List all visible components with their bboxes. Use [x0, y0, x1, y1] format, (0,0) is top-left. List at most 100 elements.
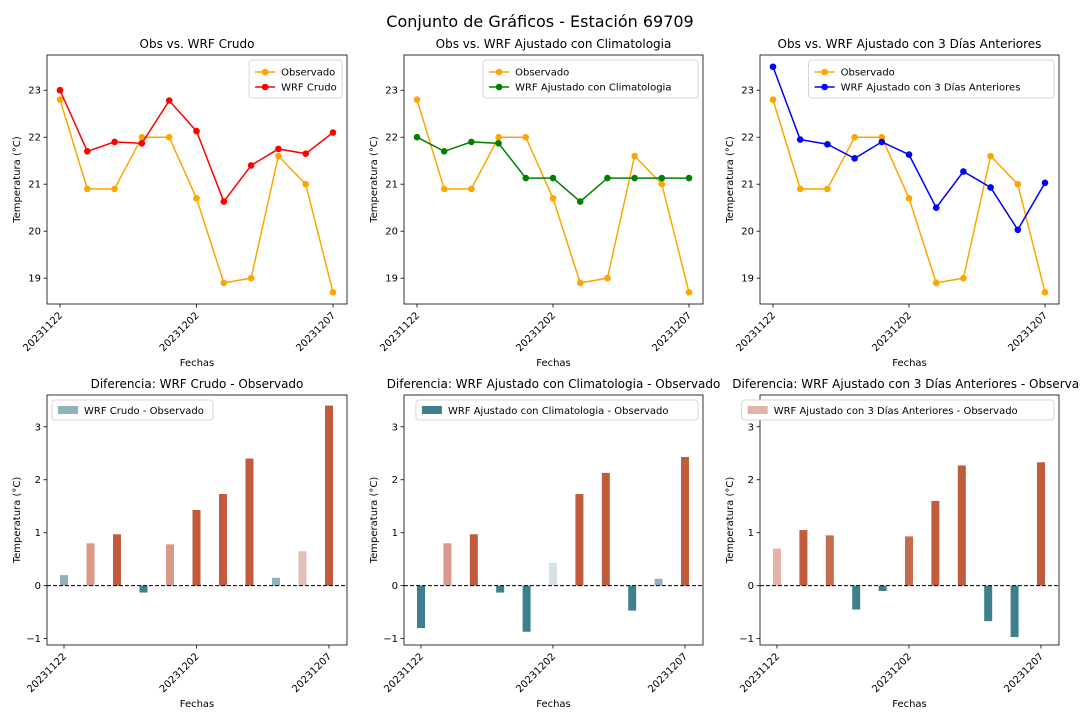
legend: WRF Ajustado con 3 Días Anteriores - Obs…: [741, 399, 1055, 421]
legend-marker: [261, 83, 269, 91]
y-tick-label: 23: [385, 86, 398, 97]
bar: [878, 585, 887, 591]
axes-frame: [759, 394, 1060, 646]
subplot-title: Obs vs. WRF Ajustado con 3 Días Anterior…: [778, 37, 1042, 51]
bar: [957, 465, 966, 586]
bar: [681, 456, 689, 586]
subplot-title: Diferencia: WRF Crudo - Observado: [91, 377, 304, 391]
y-tick-label: 0: [35, 581, 41, 592]
data-point: [495, 140, 502, 147]
y-axis-label: Temperatura (°C): [12, 136, 23, 224]
data-point: [549, 194, 557, 202]
bar: [60, 575, 68, 586]
data-point: [56, 96, 64, 103]
bar: [654, 578, 663, 586]
data-point: [495, 133, 502, 141]
subplot-title: Obs vs. WRF Crudo: [140, 37, 255, 51]
data-point: [522, 133, 530, 141]
data-point: [851, 155, 858, 162]
legend-label: WRF Crudo: [281, 83, 337, 94]
data-point: [413, 96, 421, 103]
bar: [86, 543, 95, 586]
bar: [496, 585, 505, 593]
subplot-2: Obs vs. WRF Ajustado con Climatologia 19 2…: [369, 37, 704, 369]
y-tick-label: 21: [385, 180, 398, 191]
data-point: [769, 96, 777, 103]
x-tick-label: 20231202: [870, 310, 914, 354]
legend-box: [415, 399, 699, 421]
bar: [628, 585, 637, 611]
subplot-title: Diferencia: WRF Ajustado con Climatologi…: [387, 377, 721, 391]
data-point: [549, 174, 557, 182]
legend-marker: [821, 68, 828, 76]
legend-box: [51, 399, 214, 421]
y-tick-label: −1: [26, 634, 41, 645]
bar: [773, 548, 781, 586]
legend-box: [482, 59, 699, 99]
y-tick-label: 0: [748, 581, 754, 592]
x-tick-label: 20231202: [514, 310, 558, 354]
y-tick-label: 19: [28, 274, 41, 285]
y-tick-label: 2: [748, 475, 754, 486]
x-tick-label: 20231207: [290, 651, 334, 695]
bar: [1010, 585, 1019, 638]
x-axis-label: Fechas: [536, 358, 571, 369]
data-point: [987, 184, 994, 191]
data-point: [631, 152, 638, 160]
data-point: [220, 279, 228, 287]
data-point: [604, 274, 611, 282]
bar: [575, 494, 584, 586]
data-point: [1041, 179, 1049, 187]
data-point: [440, 185, 448, 193]
data-point: [576, 198, 584, 205]
bar: [984, 585, 993, 622]
data-point: [275, 152, 282, 160]
data-point: [84, 185, 91, 193]
data-point: [851, 133, 858, 141]
legend-label: Observado: [841, 68, 895, 79]
data-point: [878, 138, 886, 146]
x-tick-label: 20231122: [378, 310, 422, 354]
subplot-title: Obs vs. WRF Ajustado con Climatologia: [436, 37, 672, 51]
legend-box: [808, 59, 1055, 99]
bar: [192, 509, 201, 586]
x-axis-label: Fechas: [892, 358, 927, 369]
subplot-1: Obs vs. WRF Crudo 19 20 21 22 23 20231122 20231…: [12, 37, 348, 369]
legend-label: WRF Crudo - Observado: [84, 406, 204, 417]
x-tick-label: 20231202: [158, 651, 202, 695]
legend: WRF Crudo - Observado: [51, 399, 214, 421]
y-tick-label: 21: [741, 180, 754, 191]
legend-label: Observado: [515, 68, 569, 79]
legend: Observado WRF Ajustado con Climatologia: [482, 59, 699, 99]
bar: [298, 551, 307, 586]
data-point: [138, 133, 146, 141]
x-tick-label: 20231122: [734, 310, 778, 354]
data-point: [329, 288, 337, 296]
data-point: [56, 86, 64, 94]
bar: [931, 500, 940, 586]
bar: [245, 458, 254, 586]
y-tick-label: 22: [385, 133, 398, 144]
axes-frame: [403, 394, 704, 646]
data-point: [878, 133, 886, 141]
data-point: [302, 150, 310, 157]
y-tick-label: 3: [748, 422, 754, 433]
y-tick-label: −1: [739, 634, 754, 645]
legend-box: [248, 59, 343, 99]
bar: [601, 472, 610, 586]
legend-label: Observado: [281, 68, 335, 79]
data-point: [960, 168, 967, 175]
x-tick-label: 20231122: [21, 310, 65, 354]
y-tick-label: 19: [741, 274, 754, 285]
data-point: [165, 97, 173, 104]
data-point: [604, 174, 611, 182]
x-tick-label: 20231202: [514, 651, 558, 695]
bar: [1037, 462, 1045, 586]
x-tick-label: 20231202: [158, 310, 202, 354]
y-tick-label: 20: [385, 227, 398, 238]
y-tick-label: 2: [392, 475, 398, 486]
bar: [417, 585, 425, 629]
data-point: [247, 162, 255, 169]
legend-marker: [495, 68, 503, 76]
